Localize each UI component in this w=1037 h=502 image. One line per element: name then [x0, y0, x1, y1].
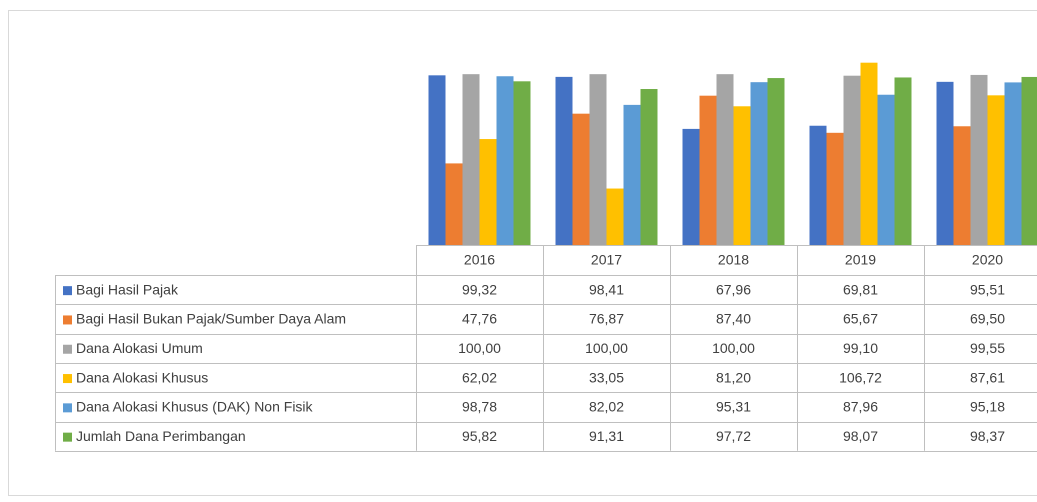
table-value: 97,72	[716, 428, 751, 444]
legend-key	[63, 286, 72, 296]
table-value: 91,31	[589, 428, 624, 444]
legend-key	[63, 315, 72, 325]
table-value: 106,72	[839, 369, 882, 385]
table-value: 99,32	[462, 281, 497, 297]
legend-label: Bagi Hasil Bukan Pajak/Sumber Daya Alam	[76, 311, 346, 327]
legend-label: Bagi Hasil Pajak	[76, 281, 179, 297]
legend-key	[63, 344, 72, 354]
bar	[445, 163, 463, 245]
x-tick-label: 2016	[464, 252, 495, 268]
x-tick-label: 2020	[972, 252, 1003, 268]
table-value: 33,05	[589, 369, 624, 385]
bar	[733, 106, 751, 246]
table-value: 95,51	[970, 281, 1005, 297]
x-tick-label: 2017	[591, 252, 622, 268]
bar	[750, 82, 768, 246]
table-value: 82,02	[589, 399, 624, 415]
table-value: 98,41	[589, 281, 624, 297]
table-value: 62,02	[462, 369, 497, 385]
bar	[767, 78, 785, 245]
legend-key	[63, 432, 72, 442]
table-value: 65,67	[843, 311, 878, 327]
bar	[860, 62, 878, 245]
table-value: 99,10	[843, 340, 878, 356]
table-value: 87,61	[970, 369, 1005, 385]
bar	[699, 95, 717, 245]
bar	[843, 75, 861, 246]
bar	[462, 74, 480, 246]
legend-label: Dana Alokasi Khusus (DAK) Non Fisik	[76, 399, 314, 415]
legend-key	[63, 374, 72, 384]
bar	[877, 94, 895, 245]
table-value: 98,07	[843, 428, 878, 444]
table-value: 47,76	[462, 311, 497, 327]
bar	[640, 89, 658, 245]
table-value: 98,37	[970, 428, 1005, 444]
x-tick-label: 2019	[845, 252, 876, 268]
legend-label: Dana Alokasi Umum	[76, 340, 203, 356]
legend-key	[63, 403, 72, 413]
bar	[479, 139, 497, 245]
bar	[894, 77, 912, 246]
bar	[623, 104, 641, 245]
bar	[496, 76, 514, 246]
bar	[826, 132, 844, 245]
table-value: 100,00	[585, 340, 628, 356]
table-value: 95,31	[716, 399, 751, 415]
bar	[513, 81, 531, 246]
table-value: 95,82	[462, 428, 497, 444]
bar	[1004, 82, 1022, 245]
bar	[987, 95, 1005, 245]
bar	[682, 128, 700, 245]
bar	[936, 81, 954, 245]
bar	[716, 74, 734, 246]
table-value: 99,55	[970, 340, 1005, 356]
legend-label: Dana Alokasi Khusus	[76, 369, 208, 385]
bar	[953, 126, 971, 245]
table-value: 100,00	[458, 340, 501, 356]
bar	[606, 188, 624, 245]
legend-label: Jumlah Dana Perimbangan	[76, 428, 246, 444]
table-value: 95,18	[970, 399, 1005, 415]
table-value: 69,81	[843, 281, 878, 297]
bar	[572, 113, 590, 245]
bar	[809, 125, 827, 245]
bar	[428, 75, 446, 245]
table-value: 100,00	[712, 340, 755, 356]
table-value: 69,50	[970, 311, 1005, 327]
bar	[970, 74, 988, 245]
table-value: 67,96	[716, 281, 751, 297]
bar	[555, 76, 573, 245]
table-value: 98,78	[462, 399, 497, 415]
table-value: 76,87	[589, 311, 624, 327]
chart-frame	[8, 10, 1037, 496]
table-value: 87,40	[716, 311, 751, 327]
x-tick-label: 2018	[718, 252, 749, 268]
table-value: 87,96	[843, 399, 878, 415]
table-value: 81,20	[716, 369, 751, 385]
bar	[1021, 76, 1037, 245]
bar	[589, 74, 607, 246]
